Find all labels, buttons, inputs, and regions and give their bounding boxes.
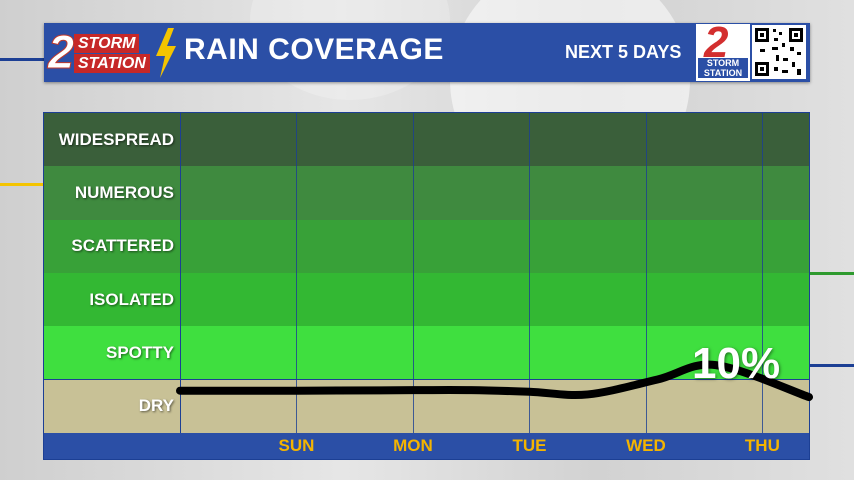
y-tick-label: ISOLATED — [44, 272, 180, 327]
gridline — [645, 113, 647, 433]
band-isolated — [180, 272, 809, 327]
logo-word-station: STATION — [74, 54, 150, 73]
x-tick-label: WED — [626, 436, 666, 455]
x-tick-label: MON — [393, 436, 433, 455]
qr-code-icon[interactable] — [752, 25, 806, 79]
band-spotty — [180, 326, 809, 380]
band-widespread — [180, 113, 809, 167]
gridline — [296, 113, 298, 433]
page-title: RAIN COVERAGE — [184, 33, 444, 66]
accent-line-green — [786, 272, 854, 275]
accent-line-blue — [0, 58, 44, 61]
logo-word-storm: STORM — [74, 34, 140, 53]
coverage-series-line — [176, 360, 813, 402]
gridline — [762, 113, 764, 433]
x-tick-label: THU — [744, 436, 780, 455]
gridline — [529, 113, 531, 433]
x-tick-label: TUE — [512, 436, 547, 455]
header-bar: 2 STORM STATION RAIN COVERAGE NEXT 5 DAY… — [44, 18, 810, 82]
gridline — [412, 113, 414, 433]
band-scattered — [180, 219, 809, 273]
right-logo-text: STORM STATION — [698, 58, 748, 78]
logo-number: 2 — [47, 25, 75, 79]
x-axis-bar — [44, 433, 809, 459]
lightning-bolt-icon — [156, 28, 176, 78]
accent-line-yellow — [0, 183, 44, 186]
storm-station-logo: 2 STORM STATION — [46, 25, 180, 79]
y-tick-label: DRY — [44, 379, 180, 433]
band-numerous — [180, 166, 809, 220]
y-tick-label: WIDESPREAD — [44, 113, 180, 167]
coverage-percent-annotation: 10% — [692, 339, 781, 388]
accent-line-blue-right — [786, 364, 854, 367]
y-tick-label: SCATTERED — [44, 219, 180, 273]
station-logo-right: 2 STORM STATION — [696, 18, 750, 81]
y-tick-label: NUMEROUS — [44, 166, 180, 220]
y-tick-label: SPOTTY — [44, 326, 180, 380]
label-separator — [180, 113, 181, 433]
page-subtitle: NEXT 5 DAYS — [565, 42, 682, 62]
x-tick-label: SUN — [278, 436, 315, 455]
